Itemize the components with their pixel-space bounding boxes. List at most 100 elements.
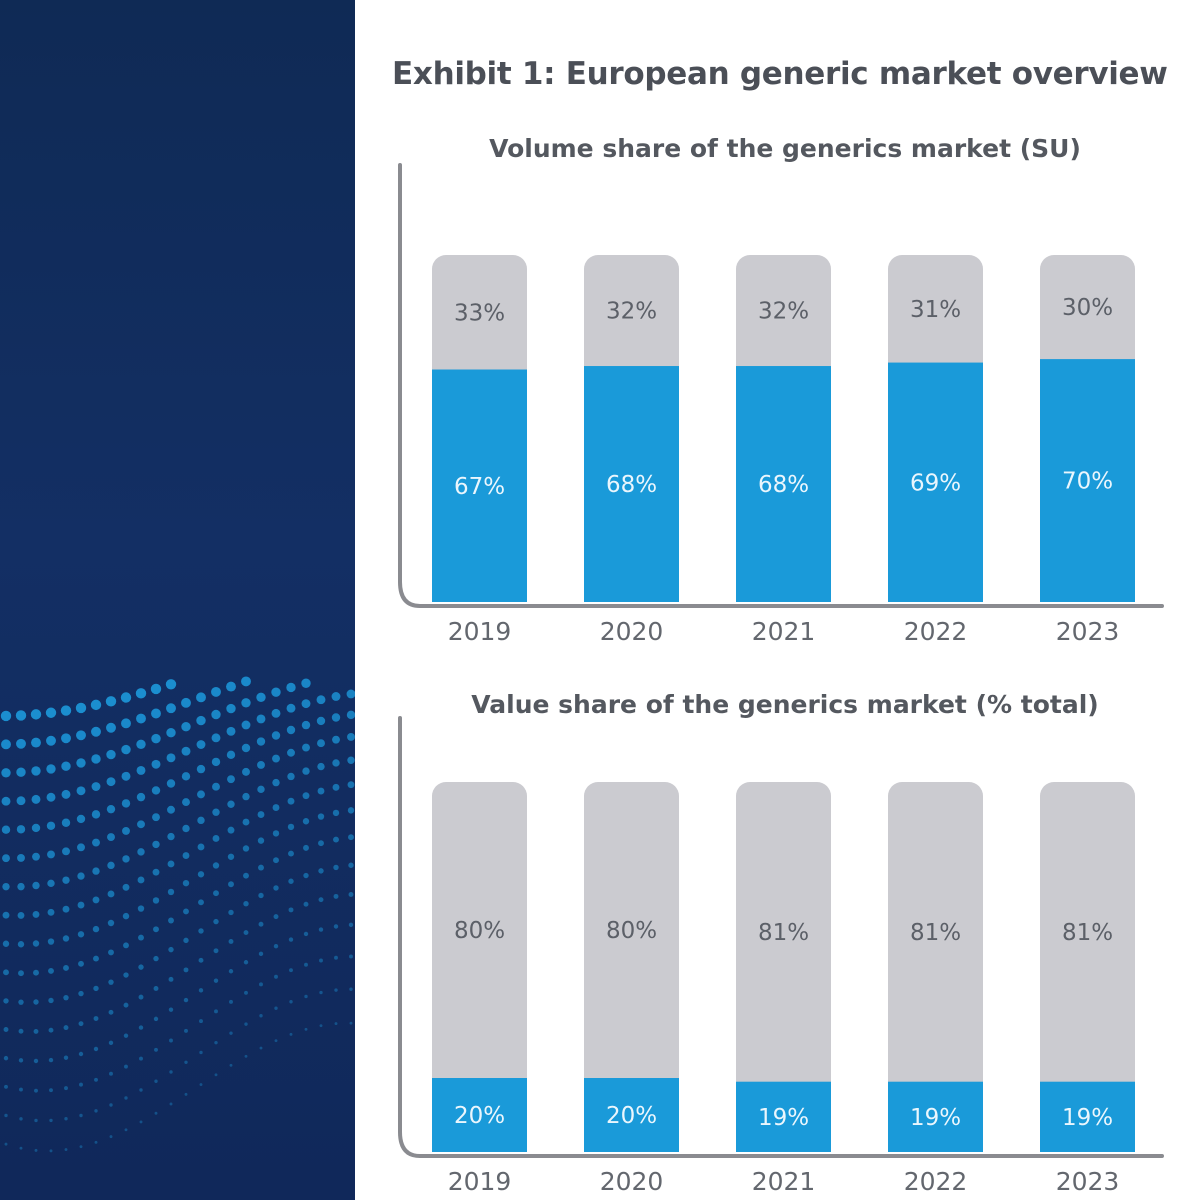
decor-dot: [303, 931, 309, 937]
decor-dot: [244, 990, 248, 995]
decor-dot: [303, 901, 309, 907]
data-label-other-2023: 30%: [1062, 295, 1113, 321]
decor-dot: [31, 794, 41, 804]
data-label-generics-2019: 67%: [454, 474, 505, 500]
bar-other-2021: [736, 782, 831, 1096]
decor-dot: [92, 896, 100, 904]
decor-dot: [319, 958, 323, 963]
decor-dot: [349, 1021, 353, 1025]
decor-dot: [34, 1148, 38, 1152]
decor-dot: [181, 772, 191, 781]
decor-dot: [92, 838, 100, 847]
decor-dot: [165, 679, 177, 690]
decor-dot: [19, 1117, 23, 1121]
decor-dot: [108, 1009, 114, 1015]
decor-dot: [0, 710, 12, 722]
decor-dot: [289, 968, 293, 973]
decor-dot: [182, 852, 190, 859]
decor-dot: [106, 777, 116, 787]
decor-dot: [286, 725, 296, 735]
decor-dot: [16, 738, 26, 749]
decor-dot: [333, 864, 339, 871]
decor-dot: [228, 939, 234, 944]
decor-dot: [108, 979, 114, 985]
decor-dot: [301, 678, 311, 688]
decor-dot: [3, 1055, 9, 1061]
data-label-generics-2022: 69%: [910, 470, 961, 496]
x-tick-label-2022: 2022: [904, 617, 968, 646]
decor-dot: [198, 957, 204, 963]
decor-dot: [33, 969, 39, 976]
decor-dot: [271, 687, 281, 697]
decor-dot: [16, 825, 26, 834]
decor-dot: [107, 861, 115, 870]
decor-dot: [1, 796, 11, 806]
decor-dot: [34, 1088, 38, 1093]
decor-dot: [348, 862, 354, 868]
axis-line: [398, 716, 1164, 1158]
x-tick-label-2019: 2019: [448, 1167, 512, 1196]
decor-dot: [287, 772, 295, 781]
decor-dot: [121, 799, 131, 808]
decor-dot: [199, 1050, 203, 1055]
decor-dot: [31, 737, 41, 748]
decor-dot: [332, 809, 340, 817]
decor-dot: [2, 940, 10, 947]
decor-dot: [34, 1118, 38, 1123]
decor-dot: [317, 739, 325, 748]
page-title: Exhibit 1: European generic market overv…: [392, 56, 1168, 92]
decor-dot: [94, 1140, 98, 1144]
decor-dot: [257, 837, 265, 844]
decor-dot: [136, 766, 146, 775]
decor-dot: [62, 876, 70, 884]
decor-dot: [153, 1016, 159, 1022]
decor-dot: [16, 796, 26, 806]
decor-dot: [242, 792, 250, 801]
decor-dot: [183, 937, 189, 944]
decor-dot: [244, 1022, 248, 1026]
decor-dot: [347, 733, 355, 741]
data-label-other-2021: 32%: [758, 299, 809, 325]
decor-dot: [4, 1113, 8, 1118]
decor-dot: [139, 1088, 143, 1092]
decor-dot: [137, 848, 145, 856]
bar-other-2020: [584, 782, 679, 1092]
decor-dot: [227, 775, 235, 784]
x-tick-label-2023: 2023: [1056, 617, 1120, 646]
decor-dot: [106, 804, 116, 814]
decor-dot: [184, 1028, 188, 1033]
decor-dot: [334, 988, 338, 992]
decor-dot: [135, 688, 147, 699]
decor-dot: [318, 840, 324, 847]
decor-dot: [212, 862, 220, 869]
decor-dot: [198, 988, 204, 993]
decor-dot: [242, 845, 250, 852]
decor-dot: [31, 766, 41, 776]
decor-dot: [274, 974, 278, 979]
data-label-other-2019: 80%: [454, 918, 505, 944]
bar-generics-2019: [432, 369, 527, 602]
data-label-generics-2020: 20%: [606, 1103, 657, 1129]
decor-dot: [90, 699, 102, 711]
decor-dot: [138, 964, 144, 970]
decor-dot: [153, 926, 159, 933]
decor-dot: [76, 730, 86, 741]
decor-dot: [61, 789, 71, 799]
decor-dot: [16, 767, 26, 777]
decor-dot: [49, 1149, 53, 1153]
decor-dot: [331, 692, 341, 701]
decor-dot: [168, 917, 174, 924]
decor-dot: [120, 692, 132, 703]
data-label-generics-2021: 68%: [758, 472, 809, 498]
decor-dot: [48, 1027, 54, 1033]
decor-dot: [349, 987, 353, 991]
decor-dot: [93, 1016, 99, 1021]
decor-dot: [46, 792, 56, 802]
decor-dot: [48, 997, 54, 1004]
decor-dot: [152, 897, 160, 904]
decor-dot: [302, 818, 310, 825]
decor-dot: [136, 739, 146, 749]
decor-dot: [288, 878, 294, 884]
decor-dot: [287, 823, 295, 831]
decor-dot: [258, 892, 264, 899]
